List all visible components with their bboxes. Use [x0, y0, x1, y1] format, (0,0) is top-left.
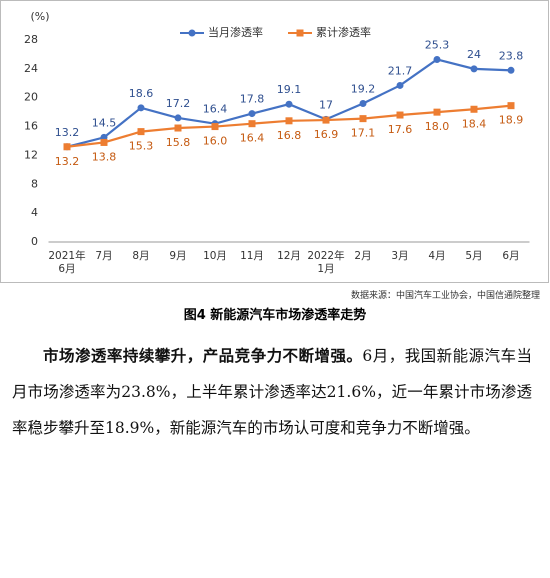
y-tick-label: 0 [31, 235, 38, 248]
legend-marker [188, 29, 196, 37]
y-tick-label: 28 [24, 33, 38, 46]
paragraph-lead: 市场渗透率持续攀升，产品竞争力不断增强。 [43, 346, 363, 365]
point [359, 115, 367, 123]
x-tick-label: 2021年 6月 [48, 250, 86, 275]
data-label: 13.2 [55, 126, 80, 139]
data-label: 17.2 [166, 97, 191, 110]
y-tick-label: 16 [24, 120, 38, 133]
point [470, 105, 478, 113]
point [433, 55, 441, 63]
data-label: 16.4 [203, 103, 228, 116]
paragraph: 市场渗透率持续攀升，产品竞争力不断增强。6月，我国新能源汽车当月市场渗透率为23… [12, 338, 532, 446]
data-label: 15.8 [166, 136, 191, 149]
x-tick-label: 9月 [169, 250, 187, 262]
point [211, 123, 219, 131]
point [359, 99, 367, 107]
chart: (%) 0 4 8 12 16 20 24 28 当月渗透率 累计渗透率 13.2 14.5 18.6 1… [0, 0, 549, 283]
point [137, 128, 145, 136]
point [322, 116, 330, 124]
unit-label: (%) [30, 10, 49, 23]
data-label: 18.6 [129, 87, 154, 100]
data-label: 13.2 [55, 155, 80, 168]
legend-label: 累计渗透率 [316, 25, 371, 39]
data-label: 15.3 [129, 140, 154, 153]
data-label: 17 [319, 98, 333, 111]
point [396, 81, 404, 89]
point [248, 110, 256, 118]
data-label: 13.8 [92, 150, 117, 163]
data-label: 16.8 [277, 129, 302, 142]
x-tick-label: 6月 [502, 250, 520, 262]
x-tick-label: 11月 [240, 250, 264, 262]
source: 数据来源：中国汽车工业协会，中国信通院整理 [350, 291, 540, 301]
point [285, 117, 293, 125]
x-tick-label: 10月 [203, 250, 227, 262]
data-label: 18.9 [499, 114, 524, 127]
point [174, 114, 182, 122]
chart-frame [0, 0, 549, 283]
data-label: 21.7 [388, 64, 413, 77]
y-tick-label: 12 [24, 148, 38, 161]
data-label: 16.0 [203, 135, 228, 148]
y-tick-label: 4 [31, 206, 38, 219]
x-tick-label: 12月 [277, 250, 301, 262]
point [433, 108, 441, 116]
point [174, 124, 182, 132]
x-tick-label: 8月 [132, 250, 150, 262]
point [507, 102, 515, 110]
data-label: 19.1 [277, 83, 302, 96]
data-label: 16.9 [314, 128, 339, 141]
point [248, 120, 256, 128]
x-tick-label: 3月 [391, 250, 409, 262]
point [137, 104, 145, 112]
x-tick-label: 4月 [428, 250, 446, 262]
y-tick-label: 24 [24, 62, 38, 75]
y-tick-label: 8 [31, 177, 38, 190]
data-label: 17.8 [240, 93, 265, 106]
data-label: 24 [467, 48, 481, 61]
data-label: 17.6 [388, 123, 413, 136]
caption: 图4 新能源汽车市场渗透率走势 [183, 308, 367, 323]
data-label: 18.4 [462, 117, 487, 130]
data-label: 17.1 [351, 127, 376, 140]
y-tick-label: 20 [24, 91, 38, 104]
data-label: 19.2 [351, 82, 376, 95]
data-label: 16.4 [240, 132, 265, 145]
data-label: 18.0 [425, 120, 450, 133]
x-tick-label: 5月 [465, 250, 483, 262]
paragraph-body: 6月，我国新能源汽车当月市场渗透率为23.8%，上半年累计渗透率达21.6%，近… [12, 347, 532, 437]
legend-label: 当月渗透率 [208, 25, 263, 39]
point [470, 65, 478, 73]
x-tick-label: 7月 [95, 250, 113, 262]
point [396, 111, 404, 119]
legend-marker [296, 29, 304, 37]
data-label: 14.5 [92, 116, 117, 129]
point [285, 100, 293, 108]
x-tick-label: 2月 [354, 250, 372, 262]
data-label: 25.3 [425, 38, 450, 51]
x-tick-label: 2022年 1月 [307, 250, 345, 275]
point [507, 66, 515, 74]
point [63, 143, 71, 151]
data-label: 23.8 [499, 49, 524, 62]
point [100, 138, 108, 146]
